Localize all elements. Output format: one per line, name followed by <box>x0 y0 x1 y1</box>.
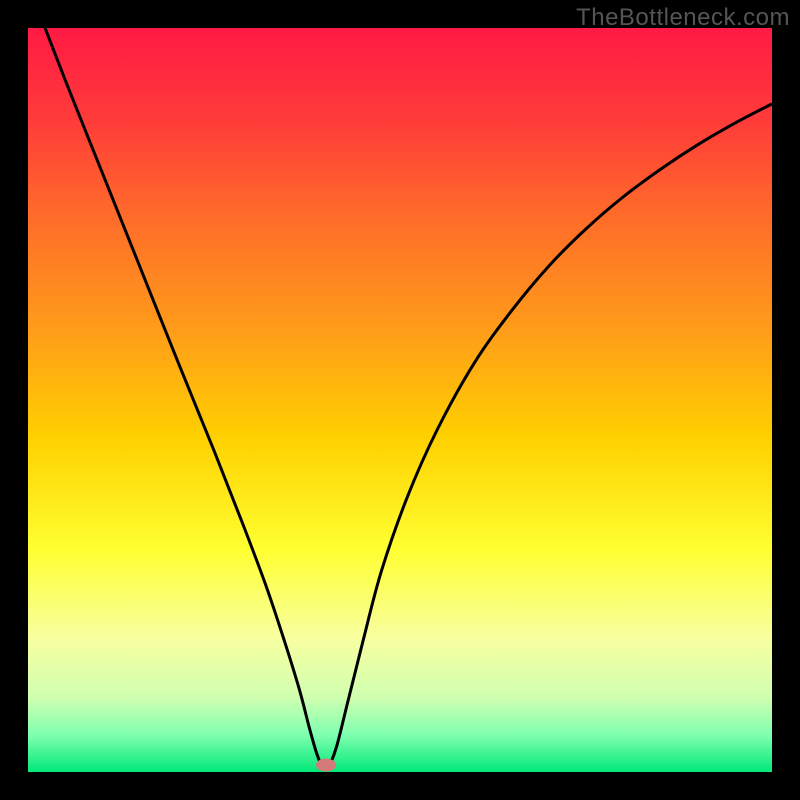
plot-area <box>28 28 772 772</box>
optimal-point-marker <box>316 758 336 771</box>
gradient-background <box>28 28 772 772</box>
bottleneck-curve-svg <box>28 28 772 772</box>
chart-frame: TheBottleneck.com <box>0 0 800 800</box>
